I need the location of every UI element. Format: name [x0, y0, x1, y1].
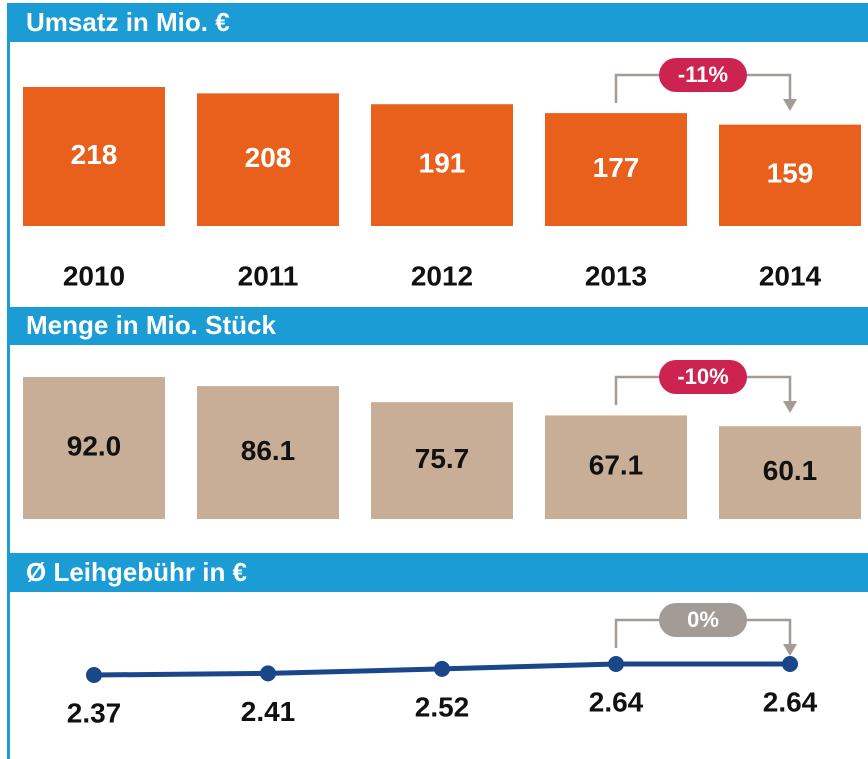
bar [23, 377, 165, 519]
arrow-head [783, 644, 797, 656]
value-label: 2.41 [241, 696, 296, 727]
x-tick-label: 2013 [585, 260, 647, 291]
bar [545, 113, 687, 226]
chart-title: Umsatz in Mio. € [26, 7, 230, 37]
value-label: 2.64 [589, 686, 644, 717]
value-label: 177 [593, 152, 640, 183]
x-tick-label: 2011 [238, 260, 299, 291]
point [608, 656, 624, 673]
header-bar [7, 553, 868, 592]
point [260, 665, 276, 682]
chart-title: Menge in Mio. Stück [26, 310, 276, 340]
bar [197, 93, 339, 226]
bar [197, 386, 339, 519]
value-label: 208 [245, 142, 292, 173]
x-tick-label: 2014 [759, 260, 822, 291]
value-label: 92.0 [67, 430, 122, 461]
arrow-head [783, 401, 797, 413]
annotation: 0% [687, 607, 719, 632]
value-label: 2.37 [67, 697, 122, 728]
x-tick-label: 2012 [411, 260, 473, 291]
badge [659, 360, 747, 394]
arrow-head [783, 99, 797, 111]
value-label: 2.64 [763, 686, 818, 717]
bar [371, 402, 513, 519]
value-label: 159 [767, 158, 814, 189]
value-label: 75.7 [415, 443, 470, 474]
point [86, 667, 102, 683]
annotation: -11% [678, 62, 728, 87]
bar [23, 87, 165, 226]
value-label: 2.52 [415, 691, 470, 722]
bar [371, 104, 513, 226]
value-label: 191 [419, 147, 466, 178]
chart-title: Ø Leihgebühr in € [26, 557, 247, 587]
point [434, 660, 450, 677]
left-border [7, 3, 10, 759]
value-label: 67.1 [589, 450, 644, 481]
annotation: -10% [677, 364, 728, 389]
bar [719, 426, 861, 519]
header-bar [7, 3, 868, 42]
value-label: 218 [71, 139, 118, 170]
bar [545, 415, 687, 519]
value-label: 86.1 [241, 435, 296, 466]
point [782, 656, 798, 673]
badge [659, 603, 747, 637]
x-tick-label: 2010 [63, 260, 125, 291]
value-label: 60.1 [763, 455, 818, 486]
header-bar [7, 307, 868, 345]
bar [719, 124, 861, 226]
badge [659, 58, 747, 92]
